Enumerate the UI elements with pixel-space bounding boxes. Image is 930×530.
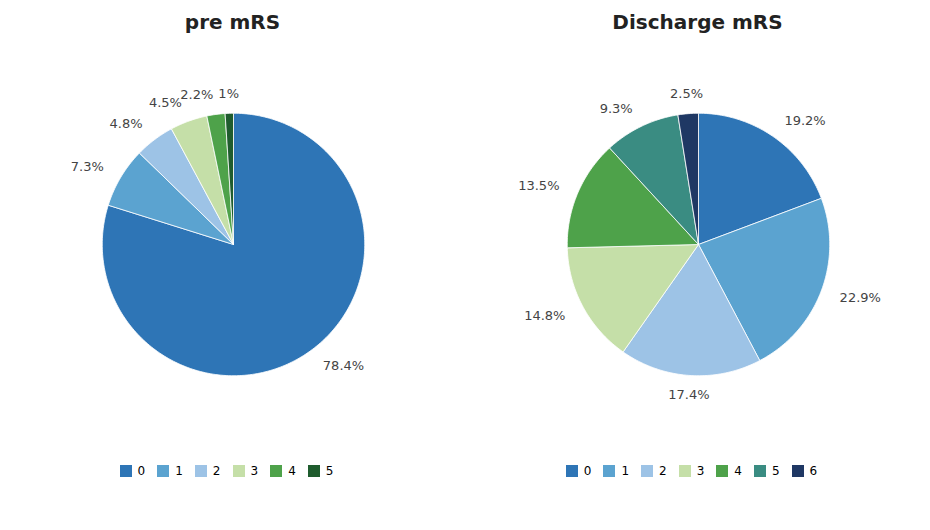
html-text:pre mRS: pre mRS — [184, 10, 281, 34]
svg-text:22.9%: 22.9% — [839, 290, 880, 305]
svg-text:14.8%: 14.8% — [524, 308, 565, 323]
svg-text:1%: 1% — [218, 86, 239, 101]
html-text:5: 5 — [772, 463, 780, 478]
html-text:3: 3 — [250, 463, 259, 478]
html-text:6: 6 — [809, 463, 818, 478]
html-text:1: 1 — [621, 463, 629, 478]
html-text:2: 2 — [212, 463, 221, 478]
html-text:2: 2 — [659, 463, 667, 478]
svg-text:4.5%: 4.5% — [148, 95, 181, 110]
html-text:4: 4 — [288, 463, 296, 478]
html-text:5: 5 — [325, 463, 334, 478]
svg-text:4.8%: 4.8% — [109, 116, 142, 131]
svg-text:2.2%: 2.2% — [180, 87, 213, 102]
svg-text:9.3%: 9.3% — [599, 101, 632, 116]
svg-text:17.4%: 17.4% — [668, 387, 709, 402]
svg-text:78.4%: 78.4% — [322, 358, 363, 373]
html-text:3: 3 — [696, 463, 705, 478]
html-text:1: 1 — [175, 463, 183, 478]
html-text:4: 4 — [734, 463, 742, 478]
svg-text:7.3%: 7.3% — [70, 159, 103, 174]
html-text:0: 0 — [583, 463, 592, 478]
svg-text:2.5%: 2.5% — [670, 86, 703, 101]
html-text:0: 0 — [137, 463, 146, 478]
svg-text:13.5%: 13.5% — [518, 178, 559, 193]
html-text:Discharge mRS: Discharge mRS — [612, 10, 783, 34]
svg-text:19.2%: 19.2% — [784, 113, 825, 128]
